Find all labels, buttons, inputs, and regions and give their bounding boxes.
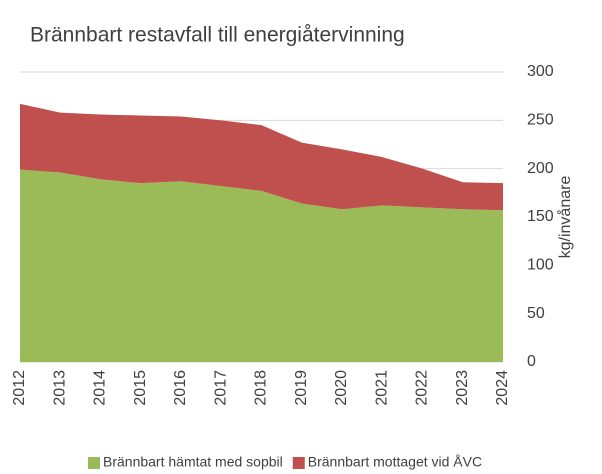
legend-swatch xyxy=(88,457,100,469)
x-tick-label: 2016 xyxy=(172,370,189,406)
x-tick-label: 2012 xyxy=(11,370,28,406)
x-tick-label: 2014 xyxy=(92,370,109,406)
area xyxy=(20,103,503,211)
area xyxy=(20,169,503,362)
chart-title: Brännbart restavfall till energiåtervinn… xyxy=(30,24,405,47)
legend-label: Brännbart mottaget vid ÅVC xyxy=(308,454,482,470)
x-tick-label: 2024 xyxy=(494,370,511,406)
legend-swatch xyxy=(292,457,305,469)
x-tick-label: 2022 xyxy=(414,370,431,406)
y-tick-label: 200 xyxy=(527,160,554,177)
x-tick-label: 2013 xyxy=(51,370,68,406)
x-tick-label: 2021 xyxy=(373,370,390,406)
y-tick-label: 150 xyxy=(527,208,554,225)
y-tick-label: 250 xyxy=(527,112,554,129)
y-axis-label: kg/invånare xyxy=(556,176,574,259)
x-tick-label: 2023 xyxy=(454,370,471,406)
x-tick-label: 2020 xyxy=(333,370,350,406)
legend-label: Brännbart hämtat med sopbil xyxy=(103,454,283,470)
y-tick-label: 300 xyxy=(527,63,554,80)
y-tick-label: 100 xyxy=(527,257,554,274)
x-tick-label: 2017 xyxy=(212,370,229,406)
x-tick-label: 2015 xyxy=(132,370,149,406)
y-tick-label: 50 xyxy=(527,305,545,322)
y-tick-label: 0 xyxy=(527,353,536,370)
x-tick-label: 2018 xyxy=(253,370,270,406)
x-tick-label: 2019 xyxy=(293,370,310,406)
